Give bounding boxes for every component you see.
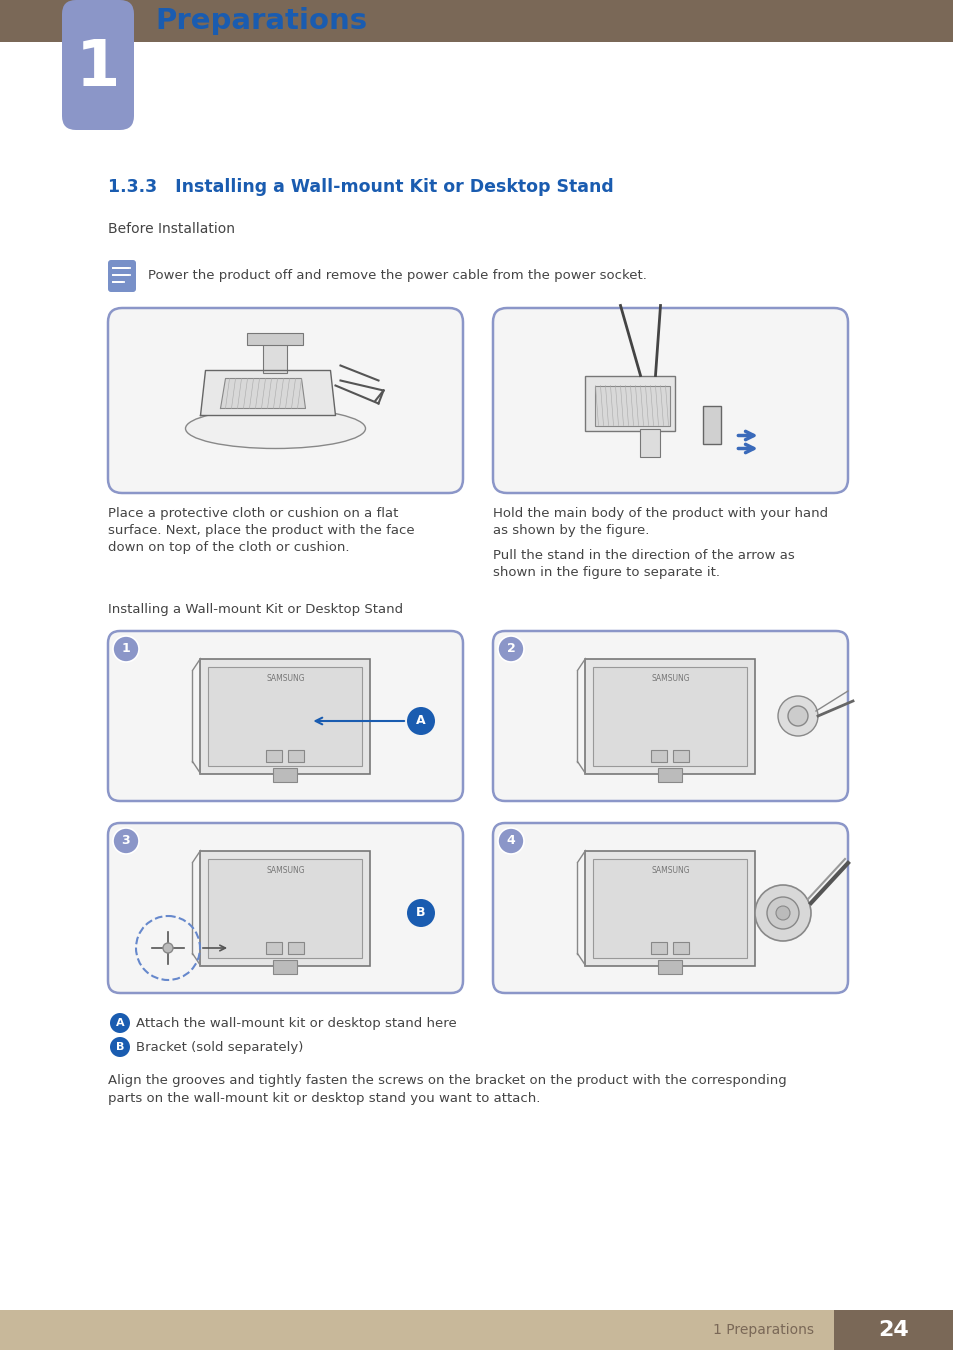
Text: A: A [115,1018,124,1027]
FancyBboxPatch shape [108,308,462,493]
Bar [200,850,370,965]
Bar [200,659,370,774]
FancyBboxPatch shape [108,630,462,801]
Text: Attach the wall-mount kit or desktop stand here: Attach the wall-mount kit or desktop sta… [136,1017,456,1030]
FancyBboxPatch shape [493,630,847,801]
Bar [673,941,689,953]
Circle shape [112,636,139,661]
FancyBboxPatch shape [493,308,847,493]
Bar [651,749,667,761]
Text: 1: 1 [75,36,120,99]
Bar [585,375,675,431]
Text: 4: 4 [506,834,515,848]
Bar [266,749,282,761]
Circle shape [778,697,817,736]
Circle shape [497,636,523,661]
Text: Preparations: Preparations [154,7,367,35]
Text: Installing a Wall-mount Kit or Desktop Stand: Installing a Wall-mount Kit or Desktop S… [108,603,403,616]
Bar [266,941,282,953]
Text: Before Installation: Before Installation [108,221,234,236]
Bar [274,768,297,782]
Ellipse shape [185,409,365,448]
Bar [585,659,755,774]
Text: SAMSUNG: SAMSUNG [266,865,305,875]
Text: 1 Preparations: 1 Preparations [712,1323,813,1336]
Text: SAMSUNG: SAMSUNG [651,865,689,875]
Bar [288,941,304,953]
Text: 24: 24 [878,1320,908,1341]
Polygon shape [220,378,305,409]
Bar [595,386,670,425]
Text: Bracket (sold separately): Bracket (sold separately) [136,1041,303,1053]
Bar [0,1310,953,1350]
Text: SAMSUNG: SAMSUNG [651,674,689,683]
Bar [658,960,681,973]
Text: SAMSUNG: SAMSUNG [266,674,305,683]
Bar [209,859,362,957]
FancyBboxPatch shape [108,261,136,292]
Text: parts on the wall-mount kit or desktop stand you want to attach.: parts on the wall-mount kit or desktop s… [108,1092,539,1106]
Text: Power the product off and remove the power cable from the power socket.: Power the product off and remove the pow… [148,270,646,282]
Text: 1: 1 [121,643,131,656]
Text: Align the grooves and tightly fasten the screws on the bracket on the product wi: Align the grooves and tightly fasten the… [108,1075,786,1087]
Bar [673,749,689,761]
Bar [702,405,720,444]
Text: B: B [115,1042,124,1052]
Text: B: B [416,906,425,919]
Circle shape [407,707,435,734]
Bar [651,941,667,953]
FancyBboxPatch shape [108,824,462,994]
Circle shape [754,886,810,941]
Circle shape [110,1037,130,1057]
Bar [288,749,304,761]
FancyBboxPatch shape [62,0,133,130]
Bar [833,1310,953,1350]
Bar [585,850,755,965]
Circle shape [497,828,523,855]
Circle shape [775,906,789,919]
Bar [639,428,659,456]
Bar [209,667,362,765]
Text: surface. Next, place the product with the face: surface. Next, place the product with th… [108,524,415,537]
Circle shape [110,1012,130,1033]
Bar [263,340,287,373]
Text: 3: 3 [122,834,131,848]
Circle shape [766,896,799,929]
Polygon shape [200,370,335,416]
FancyBboxPatch shape [493,824,847,994]
Text: shown in the figure to separate it.: shown in the figure to separate it. [493,566,720,579]
Text: A: A [416,714,425,728]
Bar [658,768,681,782]
Text: Hold the main body of the product with your hand: Hold the main body of the product with y… [493,508,827,520]
Text: as shown by the figure.: as shown by the figure. [493,524,649,537]
Bar [247,332,303,344]
Text: Pull the stand in the direction of the arrow as: Pull the stand in the direction of the a… [493,549,794,562]
Bar [593,859,747,957]
Circle shape [163,944,172,953]
Bar [593,667,747,765]
Text: down on top of the cloth or cushion.: down on top of the cloth or cushion. [108,541,349,554]
Bar [274,960,297,973]
Circle shape [787,706,807,726]
Text: 2: 2 [506,643,515,656]
Circle shape [407,899,435,927]
Text: Place a protective cloth or cushion on a flat: Place a protective cloth or cushion on a… [108,508,398,520]
Circle shape [112,828,139,855]
Text: 1.3.3   Installing a Wall-mount Kit or Desktop Stand: 1.3.3 Installing a Wall-mount Kit or Des… [108,178,613,196]
Bar [0,0,953,42]
